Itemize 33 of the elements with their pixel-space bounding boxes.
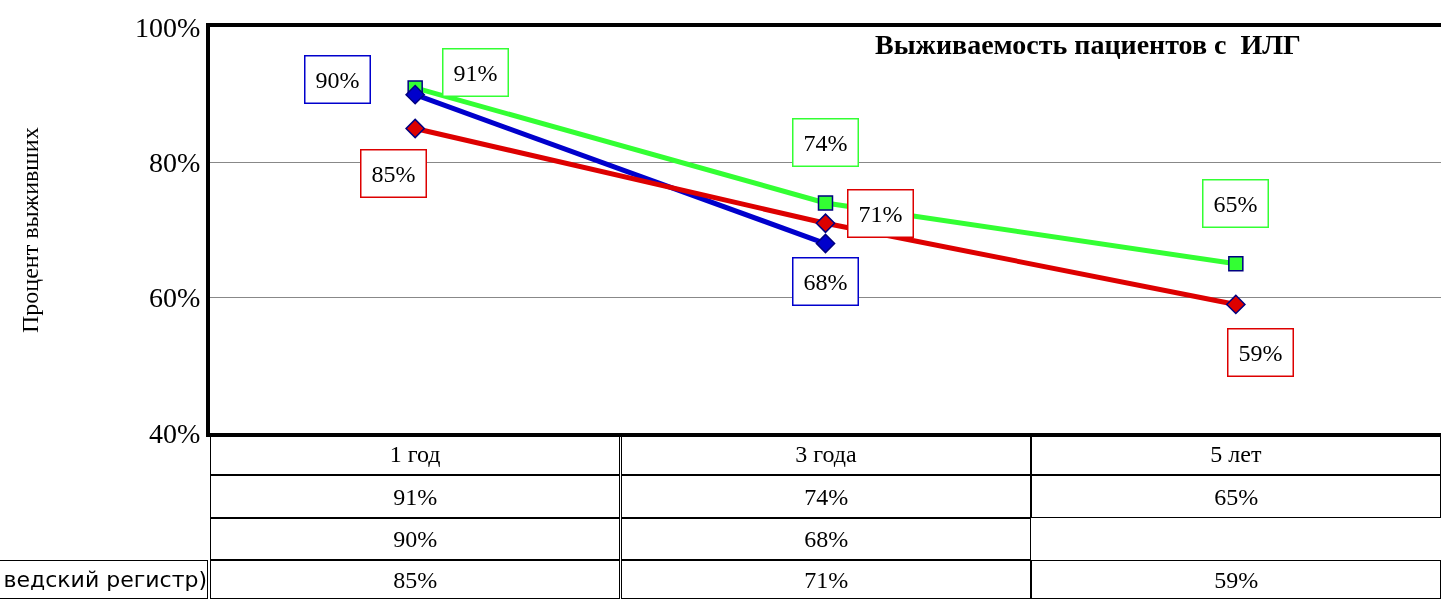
text: 59%: [1238, 339, 1283, 366]
chart-title: Выживаемость пациентов с ИЛГ: [875, 28, 1301, 60]
text: 65%: [1213, 190, 1258, 217]
y-tick-label: 100%: [135, 11, 201, 43]
y-tick-label: 80%: [149, 147, 201, 179]
text: 90%: [315, 66, 360, 93]
text: 71%: [858, 200, 903, 227]
data-label: 71%: [804, 566, 849, 593]
text: ведский регистр): [3, 567, 207, 592]
point: [815, 213, 836, 234]
point: [815, 233, 836, 254]
x-tick-label: 3 года: [795, 441, 858, 467]
y-tick-label: 40%: [149, 417, 201, 449]
data-label: 74%: [804, 483, 849, 510]
point: [1228, 256, 1244, 272]
data-label: 68%: [804, 526, 849, 552]
point: [405, 118, 426, 139]
x-tick-label: 5 лет: [1210, 441, 1262, 467]
data-label: 91%: [393, 483, 438, 510]
y-axis-title: Процент выживших: [17, 127, 43, 333]
data-label: 65%: [1214, 483, 1259, 510]
point: [405, 84, 426, 105]
text: 74%: [803, 129, 848, 156]
data-label: 59%: [1214, 566, 1259, 593]
point: [817, 195, 834, 211]
data-label: 90%: [393, 526, 438, 552]
point: [1225, 294, 1246, 315]
text: 85%: [371, 160, 416, 187]
text: 68%: [803, 268, 848, 295]
x-tick-label: 1 год: [389, 441, 441, 467]
text: 91%: [453, 59, 498, 86]
data-label: 85%: [393, 566, 438, 593]
y-tick-label: 60%: [149, 282, 201, 314]
